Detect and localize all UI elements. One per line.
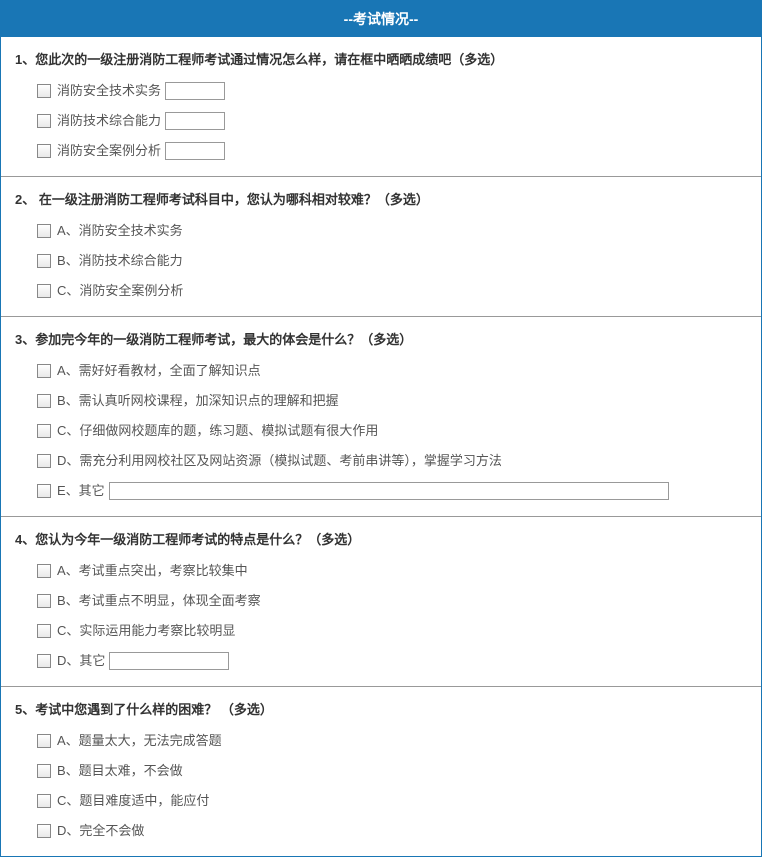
option-label: A、消防安全技术实务 (57, 221, 183, 241)
option-label: A、题量太大，无法完成答题 (57, 731, 222, 751)
checkbox[interactable] (37, 454, 51, 468)
checkbox[interactable] (37, 734, 51, 748)
text-input[interactable] (165, 112, 225, 130)
option-row: A、消防安全技术实务 (13, 216, 749, 246)
option-row: 消防安全案例分析 (13, 136, 749, 166)
checkbox[interactable] (37, 424, 51, 438)
survey-container: --考试情况-- 1、您此次的一级注册消防工程师考试通过情况怎么样，请在框中晒晒… (0, 0, 762, 857)
question-block: 5、考试中您遇到了什么样的困难？ （多选） A、题量太大，无法完成答题 B、题目太难… (1, 686, 761, 856)
checkbox[interactable] (37, 794, 51, 808)
checkbox[interactable] (37, 84, 51, 98)
option-label: B、消防技术综合能力 (57, 251, 183, 271)
checkbox[interactable] (37, 394, 51, 408)
option-row: B、题目太难，不会做 (13, 756, 749, 786)
option-label: D、需充分利用网校社区及网站资源（模拟试题、考前串讲等），掌握学习方法 (57, 451, 502, 471)
question-block: 2、 在一级注册消防工程师考试科目中，您认为哪科相对较难？（多选） A、消防安全技… (1, 176, 761, 316)
question-title: 1、您此次的一级注册消防工程师考试通过情况怎么样，请在框中晒晒成绩吧（多选） (13, 45, 749, 76)
option-row: C、题目难度适中，能应付 (13, 786, 749, 816)
option-row: 消防技术综合能力 (13, 106, 749, 136)
option-row: A、考试重点突出，考察比较集中 (13, 556, 749, 586)
question-title: 2、 在一级注册消防工程师考试科目中，您认为哪科相对较难？（多选） (13, 185, 749, 216)
option-label: 消防安全案例分析 (57, 141, 161, 161)
question-block: 4、您认为今年一级消防工程师考试的特点是什么？（多选） A、考试重点突出，考察比较… (1, 516, 761, 686)
option-row: D、需充分利用网校社区及网站资源（模拟试题、考前串讲等），掌握学习方法 (13, 446, 749, 476)
option-label: B、考试重点不明显，体现全面考察 (57, 591, 261, 611)
option-label: B、题目太难，不会做 (57, 761, 183, 781)
option-label: 消防技术综合能力 (57, 111, 161, 131)
checkbox[interactable] (37, 144, 51, 158)
checkbox[interactable] (37, 594, 51, 608)
option-label: A、考试重点突出，考察比较集中 (57, 561, 248, 581)
option-row: 消防安全技术实务 (13, 76, 749, 106)
question-block: 1、您此次的一级注册消防工程师考试通过情况怎么样，请在框中晒晒成绩吧（多选） 消防… (1, 37, 761, 176)
checkbox[interactable] (37, 224, 51, 238)
option-row: E、其它 (13, 476, 749, 506)
option-row: A、需好好看教材，全面了解知识点 (13, 356, 749, 386)
text-input[interactable] (109, 652, 229, 670)
option-label: B、需认真听网校课程，加深知识点的理解和把握 (57, 391, 339, 411)
text-input[interactable] (109, 482, 669, 500)
option-label: 消防安全技术实务 (57, 81, 161, 101)
option-row: B、消防技术综合能力 (13, 246, 749, 276)
option-row: B、考试重点不明显，体现全面考察 (13, 586, 749, 616)
question-title: 5、考试中您遇到了什么样的困难？ （多选） (13, 695, 749, 726)
option-label: E、其它 (57, 481, 105, 501)
option-row: A、题量太大，无法完成答题 (13, 726, 749, 756)
text-input[interactable] (165, 142, 225, 160)
checkbox[interactable] (37, 564, 51, 578)
option-label: C、仔细做网校题库的题，练习题、模拟试题有很大作用 (57, 421, 378, 441)
checkbox[interactable] (37, 254, 51, 268)
option-row: C、实际运用能力考察比较明显 (13, 616, 749, 646)
option-label: C、题目难度适中，能应付 (57, 791, 209, 811)
checkbox[interactable] (37, 824, 51, 838)
option-label: A、需好好看教材，全面了解知识点 (57, 361, 261, 381)
question-title: 3、参加完今年的一级消防工程师考试，最大的体会是什么？（多选） (13, 325, 749, 356)
section-header: --考试情况-- (1, 1, 761, 37)
checkbox[interactable] (37, 624, 51, 638)
option-label: D、其它 (57, 651, 105, 671)
checkbox[interactable] (37, 284, 51, 298)
checkbox[interactable] (37, 764, 51, 778)
checkbox[interactable] (37, 654, 51, 668)
option-row: D、其它 (13, 646, 749, 676)
option-label: D、完全不会做 (57, 821, 144, 841)
checkbox[interactable] (37, 364, 51, 378)
option-label: C、实际运用能力考察比较明显 (57, 621, 235, 641)
option-row: C、消防安全案例分析 (13, 276, 749, 306)
questions-host: 1、您此次的一级注册消防工程师考试通过情况怎么样，请在框中晒晒成绩吧（多选） 消防… (1, 37, 761, 856)
text-input[interactable] (165, 82, 225, 100)
option-row: D、完全不会做 (13, 816, 749, 846)
question-title: 4、您认为今年一级消防工程师考试的特点是什么？（多选） (13, 525, 749, 556)
option-row: C、仔细做网校题库的题，练习题、模拟试题有很大作用 (13, 416, 749, 446)
option-row: B、需认真听网校课程，加深知识点的理解和把握 (13, 386, 749, 416)
option-label: C、消防安全案例分析 (57, 281, 183, 301)
checkbox[interactable] (37, 484, 51, 498)
checkbox[interactable] (37, 114, 51, 128)
question-block: 3、参加完今年的一级消防工程师考试，最大的体会是什么？（多选） A、需好好看教材，… (1, 316, 761, 516)
